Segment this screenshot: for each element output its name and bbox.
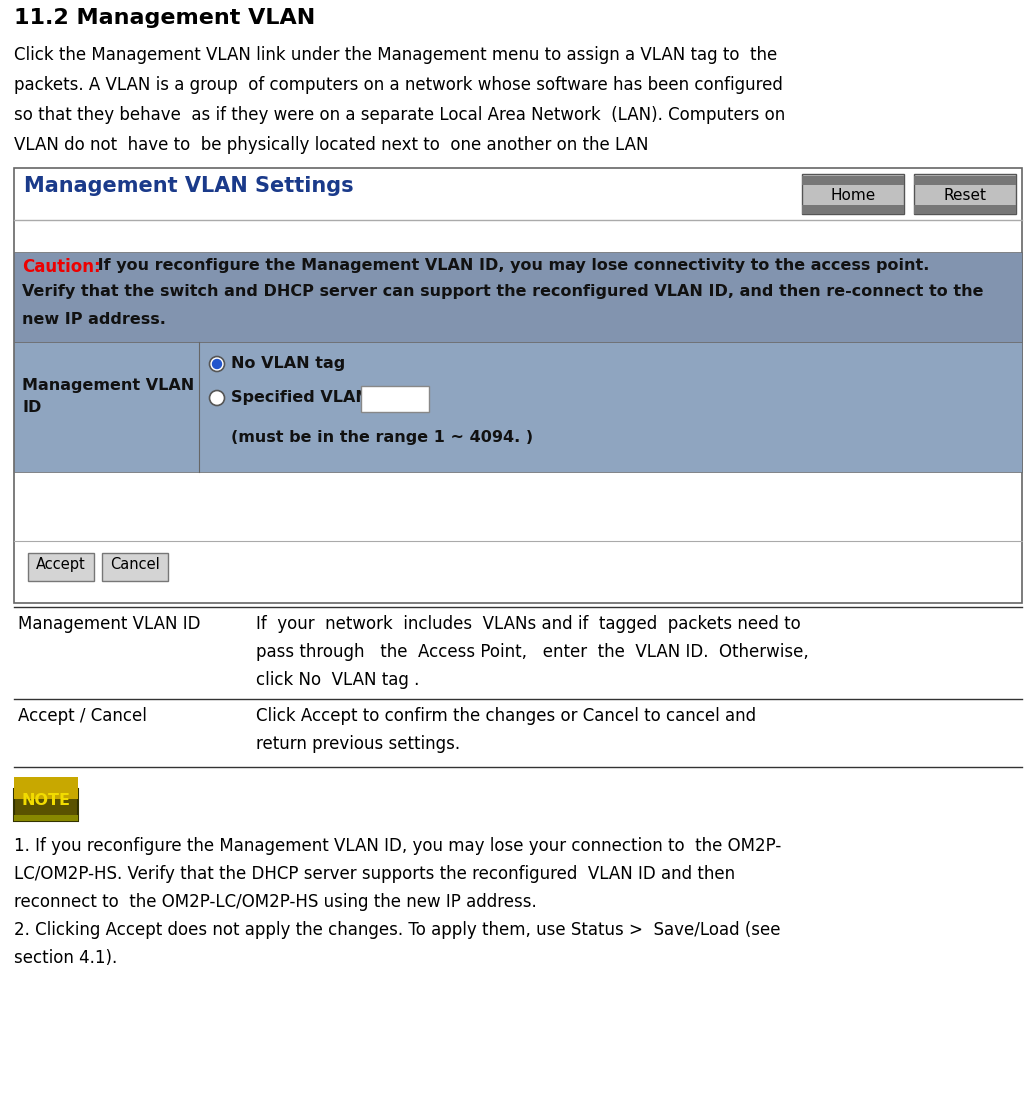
Text: LC/OM2P-HS. Verify that the DHCP server supports the reconfigured  VLAN ID and t: LC/OM2P-HS. Verify that the DHCP server …	[15, 864, 736, 883]
Bar	[15, 342, 1021, 472]
Text: Home: Home	[831, 188, 875, 203]
Text: VLAN do not  have to  be physically located next to  one another on the LAN: VLAN do not have to be physically locate…	[15, 136, 649, 154]
Text: Click Accept to confirm the changes or Cancel to cancel and: Click Accept to confirm the changes or C…	[256, 707, 756, 725]
Text: Management VLAN: Management VLAN	[22, 378, 195, 393]
Text: pass through   the  Access Point,   enter  the  VLAN ID.  Otherwise,: pass through the Access Point, enter the…	[256, 643, 809, 661]
Circle shape	[212, 360, 222, 369]
Bar	[914, 205, 1016, 214]
Bar	[15, 776, 78, 799]
Text: so that they behave  as if they were on a separate Local Area Network  (LAN). Co: so that they behave as if they were on a…	[15, 106, 785, 124]
Text: Reset: Reset	[944, 188, 986, 203]
Bar	[15, 815, 78, 821]
Text: Specified VLAN ID: Specified VLAN ID	[231, 390, 394, 405]
Text: NOTE: NOTE	[22, 793, 70, 808]
Text: 11.2 Management VLAN: 11.2 Management VLAN	[15, 8, 315, 28]
Text: 1. If you reconfigure the Management VLAN ID, you may lose your connection to  t: 1. If you reconfigure the Management VLA…	[15, 837, 781, 856]
Bar	[914, 174, 1016, 214]
Bar	[15, 789, 78, 821]
Circle shape	[209, 356, 225, 371]
Text: packets. A VLAN is a group  of computers on a network whose software has been co: packets. A VLAN is a group of computers …	[15, 76, 783, 94]
Bar	[15, 252, 1021, 342]
Text: new IP address.: new IP address.	[22, 312, 166, 328]
Text: click No  VLAN tag .: click No VLAN tag .	[256, 671, 420, 688]
Text: 2. Clicking Accept does not apply the changes. To apply them, use Status >  Save: 2. Clicking Accept does not apply the ch…	[15, 921, 780, 939]
Text: No VLAN tag: No VLAN tag	[231, 356, 345, 371]
Text: Management VLAN Settings: Management VLAN Settings	[24, 176, 353, 196]
Text: Caution:: Caution:	[22, 258, 100, 276]
Text: section 4.1).: section 4.1).	[15, 949, 117, 967]
Text: If  your  network  includes  VLANs and if  tagged  packets need to: If your network includes VLANs and if ta…	[256, 615, 801, 633]
Bar	[102, 553, 168, 582]
Text: Cancel: Cancel	[110, 557, 160, 571]
Bar	[28, 553, 94, 582]
Bar	[802, 176, 904, 185]
Bar	[914, 176, 1016, 185]
Text: Verify that the switch and DHCP server can support the reconfigured VLAN ID, and: Verify that the switch and DHCP server c…	[22, 284, 983, 299]
Bar	[361, 385, 429, 412]
Bar	[802, 205, 904, 214]
Text: Accept / Cancel: Accept / Cancel	[18, 707, 147, 725]
Text: (must be in the range 1 ~ 4094. ): (must be in the range 1 ~ 4094. )	[231, 430, 534, 444]
Text: Accept: Accept	[36, 557, 86, 571]
Text: Click the Management VLAN link under the Management menu to assign a VLAN tag to: Click the Management VLAN link under the…	[15, 46, 777, 63]
Text: ID: ID	[22, 400, 41, 416]
Circle shape	[209, 391, 225, 405]
Bar	[802, 174, 904, 214]
Bar	[15, 168, 1021, 603]
Text: Management VLAN ID: Management VLAN ID	[18, 615, 201, 633]
Text: reconnect to  the OM2P-LC/OM2P-HS using the new IP address.: reconnect to the OM2P-LC/OM2P-HS using t…	[15, 893, 537, 911]
Text: return previous settings.: return previous settings.	[256, 735, 460, 753]
Text: If you reconfigure the Management VLAN ID, you may lose connectivity to the acce: If you reconfigure the Management VLAN I…	[92, 258, 929, 273]
